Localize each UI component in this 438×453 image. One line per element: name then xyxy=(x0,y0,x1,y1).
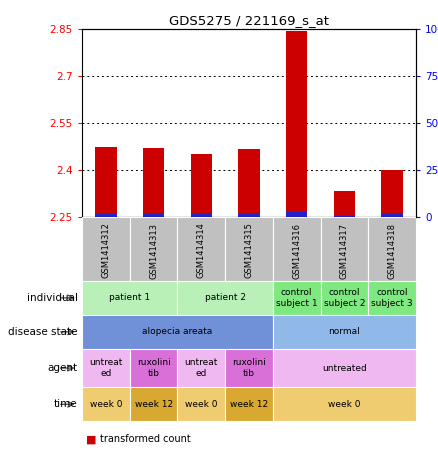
Bar xyxy=(238,214,260,217)
Text: week 0: week 0 xyxy=(328,400,360,409)
Text: control
subject 3: control subject 3 xyxy=(371,288,413,308)
Bar xyxy=(273,387,416,421)
Bar xyxy=(225,349,273,387)
Text: GSM1414314: GSM1414314 xyxy=(197,222,206,279)
Text: ■: ■ xyxy=(86,434,97,444)
Bar xyxy=(143,214,164,217)
Text: control
subject 1: control subject 1 xyxy=(276,288,318,308)
Bar xyxy=(238,149,260,217)
Text: GSM1414313: GSM1414313 xyxy=(149,222,158,279)
Bar xyxy=(286,212,307,217)
Text: agent: agent xyxy=(47,363,78,373)
Text: week 0: week 0 xyxy=(185,400,218,409)
Bar xyxy=(191,154,212,217)
Bar xyxy=(381,214,403,217)
Bar xyxy=(130,217,177,281)
Bar xyxy=(381,170,403,217)
Text: week 12: week 12 xyxy=(134,400,173,409)
Text: time: time xyxy=(54,399,78,410)
Bar xyxy=(82,281,177,315)
Text: untreat
ed: untreat ed xyxy=(89,358,123,378)
Bar xyxy=(82,387,130,421)
Bar xyxy=(321,217,368,281)
Text: individual: individual xyxy=(27,293,78,303)
Bar xyxy=(191,214,212,217)
Bar xyxy=(130,349,177,387)
Bar xyxy=(177,281,273,315)
Title: GDS5275 / 221169_s_at: GDS5275 / 221169_s_at xyxy=(169,14,329,27)
Text: GSM1414318: GSM1414318 xyxy=(388,222,397,279)
Text: disease state: disease state xyxy=(8,327,78,337)
Bar xyxy=(143,148,164,217)
Bar xyxy=(82,349,130,387)
Text: week 0: week 0 xyxy=(90,400,122,409)
Text: GSM1414316: GSM1414316 xyxy=(292,222,301,279)
Text: transformed count: transformed count xyxy=(99,434,190,444)
Bar xyxy=(273,349,416,387)
Bar xyxy=(95,214,117,217)
Bar xyxy=(82,217,130,281)
Bar xyxy=(130,387,177,421)
Bar xyxy=(82,315,273,349)
Text: control
subject 2: control subject 2 xyxy=(324,288,365,308)
Bar xyxy=(225,217,273,281)
Text: ruxolini
tib: ruxolini tib xyxy=(137,358,170,378)
Bar xyxy=(368,281,416,315)
Bar xyxy=(321,281,368,315)
Bar xyxy=(286,31,307,217)
Bar xyxy=(273,281,321,315)
Text: patient 2: patient 2 xyxy=(205,294,246,302)
Text: normal: normal xyxy=(328,328,360,336)
Bar xyxy=(273,315,416,349)
Bar xyxy=(95,147,117,217)
Text: untreat
ed: untreat ed xyxy=(184,358,218,378)
Text: ruxolini
tib: ruxolini tib xyxy=(232,358,266,378)
Bar xyxy=(368,217,416,281)
Bar xyxy=(225,387,273,421)
Text: GSM1414317: GSM1414317 xyxy=(340,222,349,279)
Bar xyxy=(177,387,225,421)
Bar xyxy=(334,216,355,217)
Text: patient 1: patient 1 xyxy=(109,294,150,302)
Text: untreated: untreated xyxy=(322,364,367,372)
Bar xyxy=(177,217,225,281)
Bar xyxy=(273,217,321,281)
Text: GSM1414315: GSM1414315 xyxy=(244,222,254,279)
Bar xyxy=(177,349,225,387)
Text: week 12: week 12 xyxy=(230,400,268,409)
Bar xyxy=(334,191,355,217)
Text: GSM1414312: GSM1414312 xyxy=(101,222,110,279)
Text: alopecia areata: alopecia areata xyxy=(142,328,212,336)
